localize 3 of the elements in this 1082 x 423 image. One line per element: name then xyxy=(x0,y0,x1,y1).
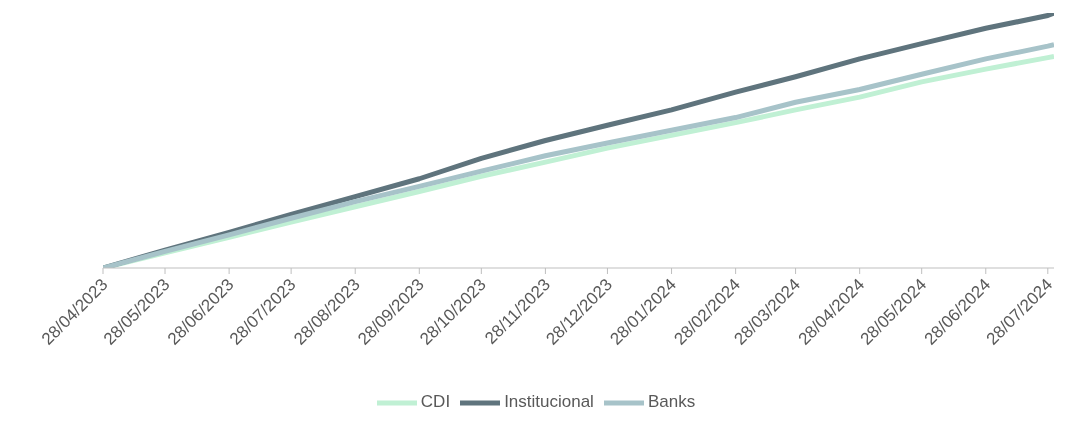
legend-label: Banks xyxy=(647,392,696,412)
legend-label: Institucional xyxy=(504,392,594,412)
legend-label: CDI xyxy=(420,392,451,412)
